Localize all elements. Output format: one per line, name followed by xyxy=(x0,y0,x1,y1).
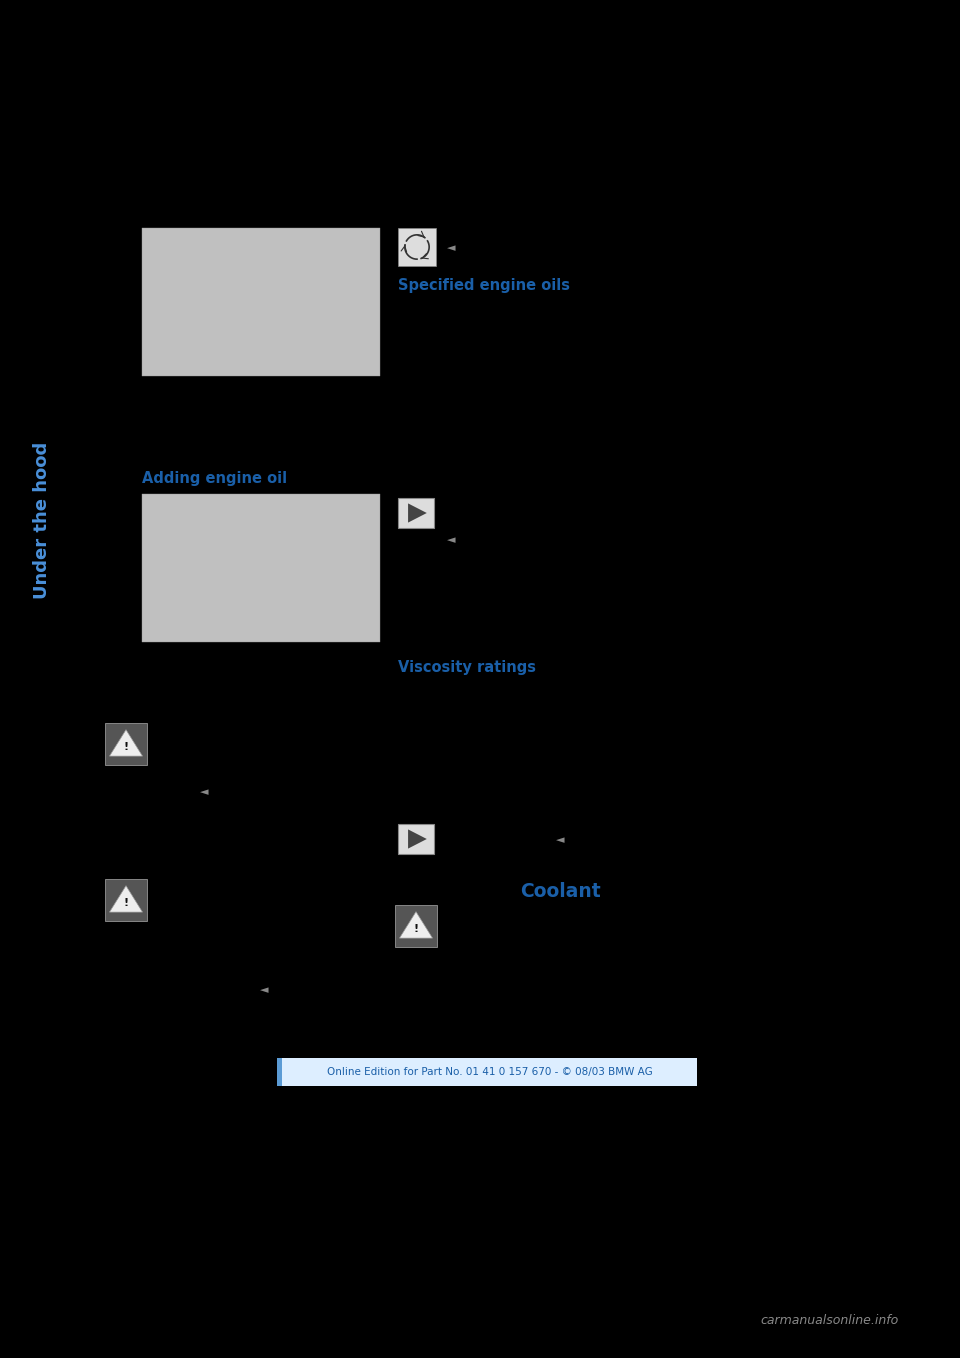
Polygon shape xyxy=(109,729,142,756)
Text: ◄: ◄ xyxy=(556,835,564,845)
Text: !: ! xyxy=(414,925,419,934)
Text: carmanualsonline.info: carmanualsonline.info xyxy=(761,1313,900,1327)
Bar xyxy=(277,1058,282,1086)
Polygon shape xyxy=(399,911,433,938)
Text: ◄: ◄ xyxy=(447,243,455,253)
Bar xyxy=(282,1058,697,1086)
Text: ◄: ◄ xyxy=(447,535,455,545)
Text: Online Edition for Part No. 01 41 0 157 670 - © 08/03 BMW AG: Online Edition for Part No. 01 41 0 157 … xyxy=(326,1067,653,1077)
Text: Under the hood: Under the hood xyxy=(33,441,51,599)
Bar xyxy=(105,722,147,765)
Bar xyxy=(396,904,437,947)
Bar xyxy=(105,879,147,921)
Polygon shape xyxy=(408,504,427,523)
Bar xyxy=(398,824,434,854)
Text: !: ! xyxy=(124,743,129,752)
Text: !: ! xyxy=(124,898,129,909)
Bar xyxy=(398,498,434,528)
Bar xyxy=(398,228,436,266)
Polygon shape xyxy=(408,830,427,849)
Text: Viscosity ratings: Viscosity ratings xyxy=(398,660,536,675)
Text: Coolant: Coolant xyxy=(520,881,601,900)
Bar xyxy=(142,228,380,376)
Bar xyxy=(142,494,380,642)
Polygon shape xyxy=(109,885,142,913)
Text: Adding engine oil: Adding engine oil xyxy=(142,471,287,486)
Text: ◄: ◄ xyxy=(260,985,269,995)
Text: Specified engine oils: Specified engine oils xyxy=(398,278,570,293)
Text: ◄: ◄ xyxy=(200,788,208,797)
